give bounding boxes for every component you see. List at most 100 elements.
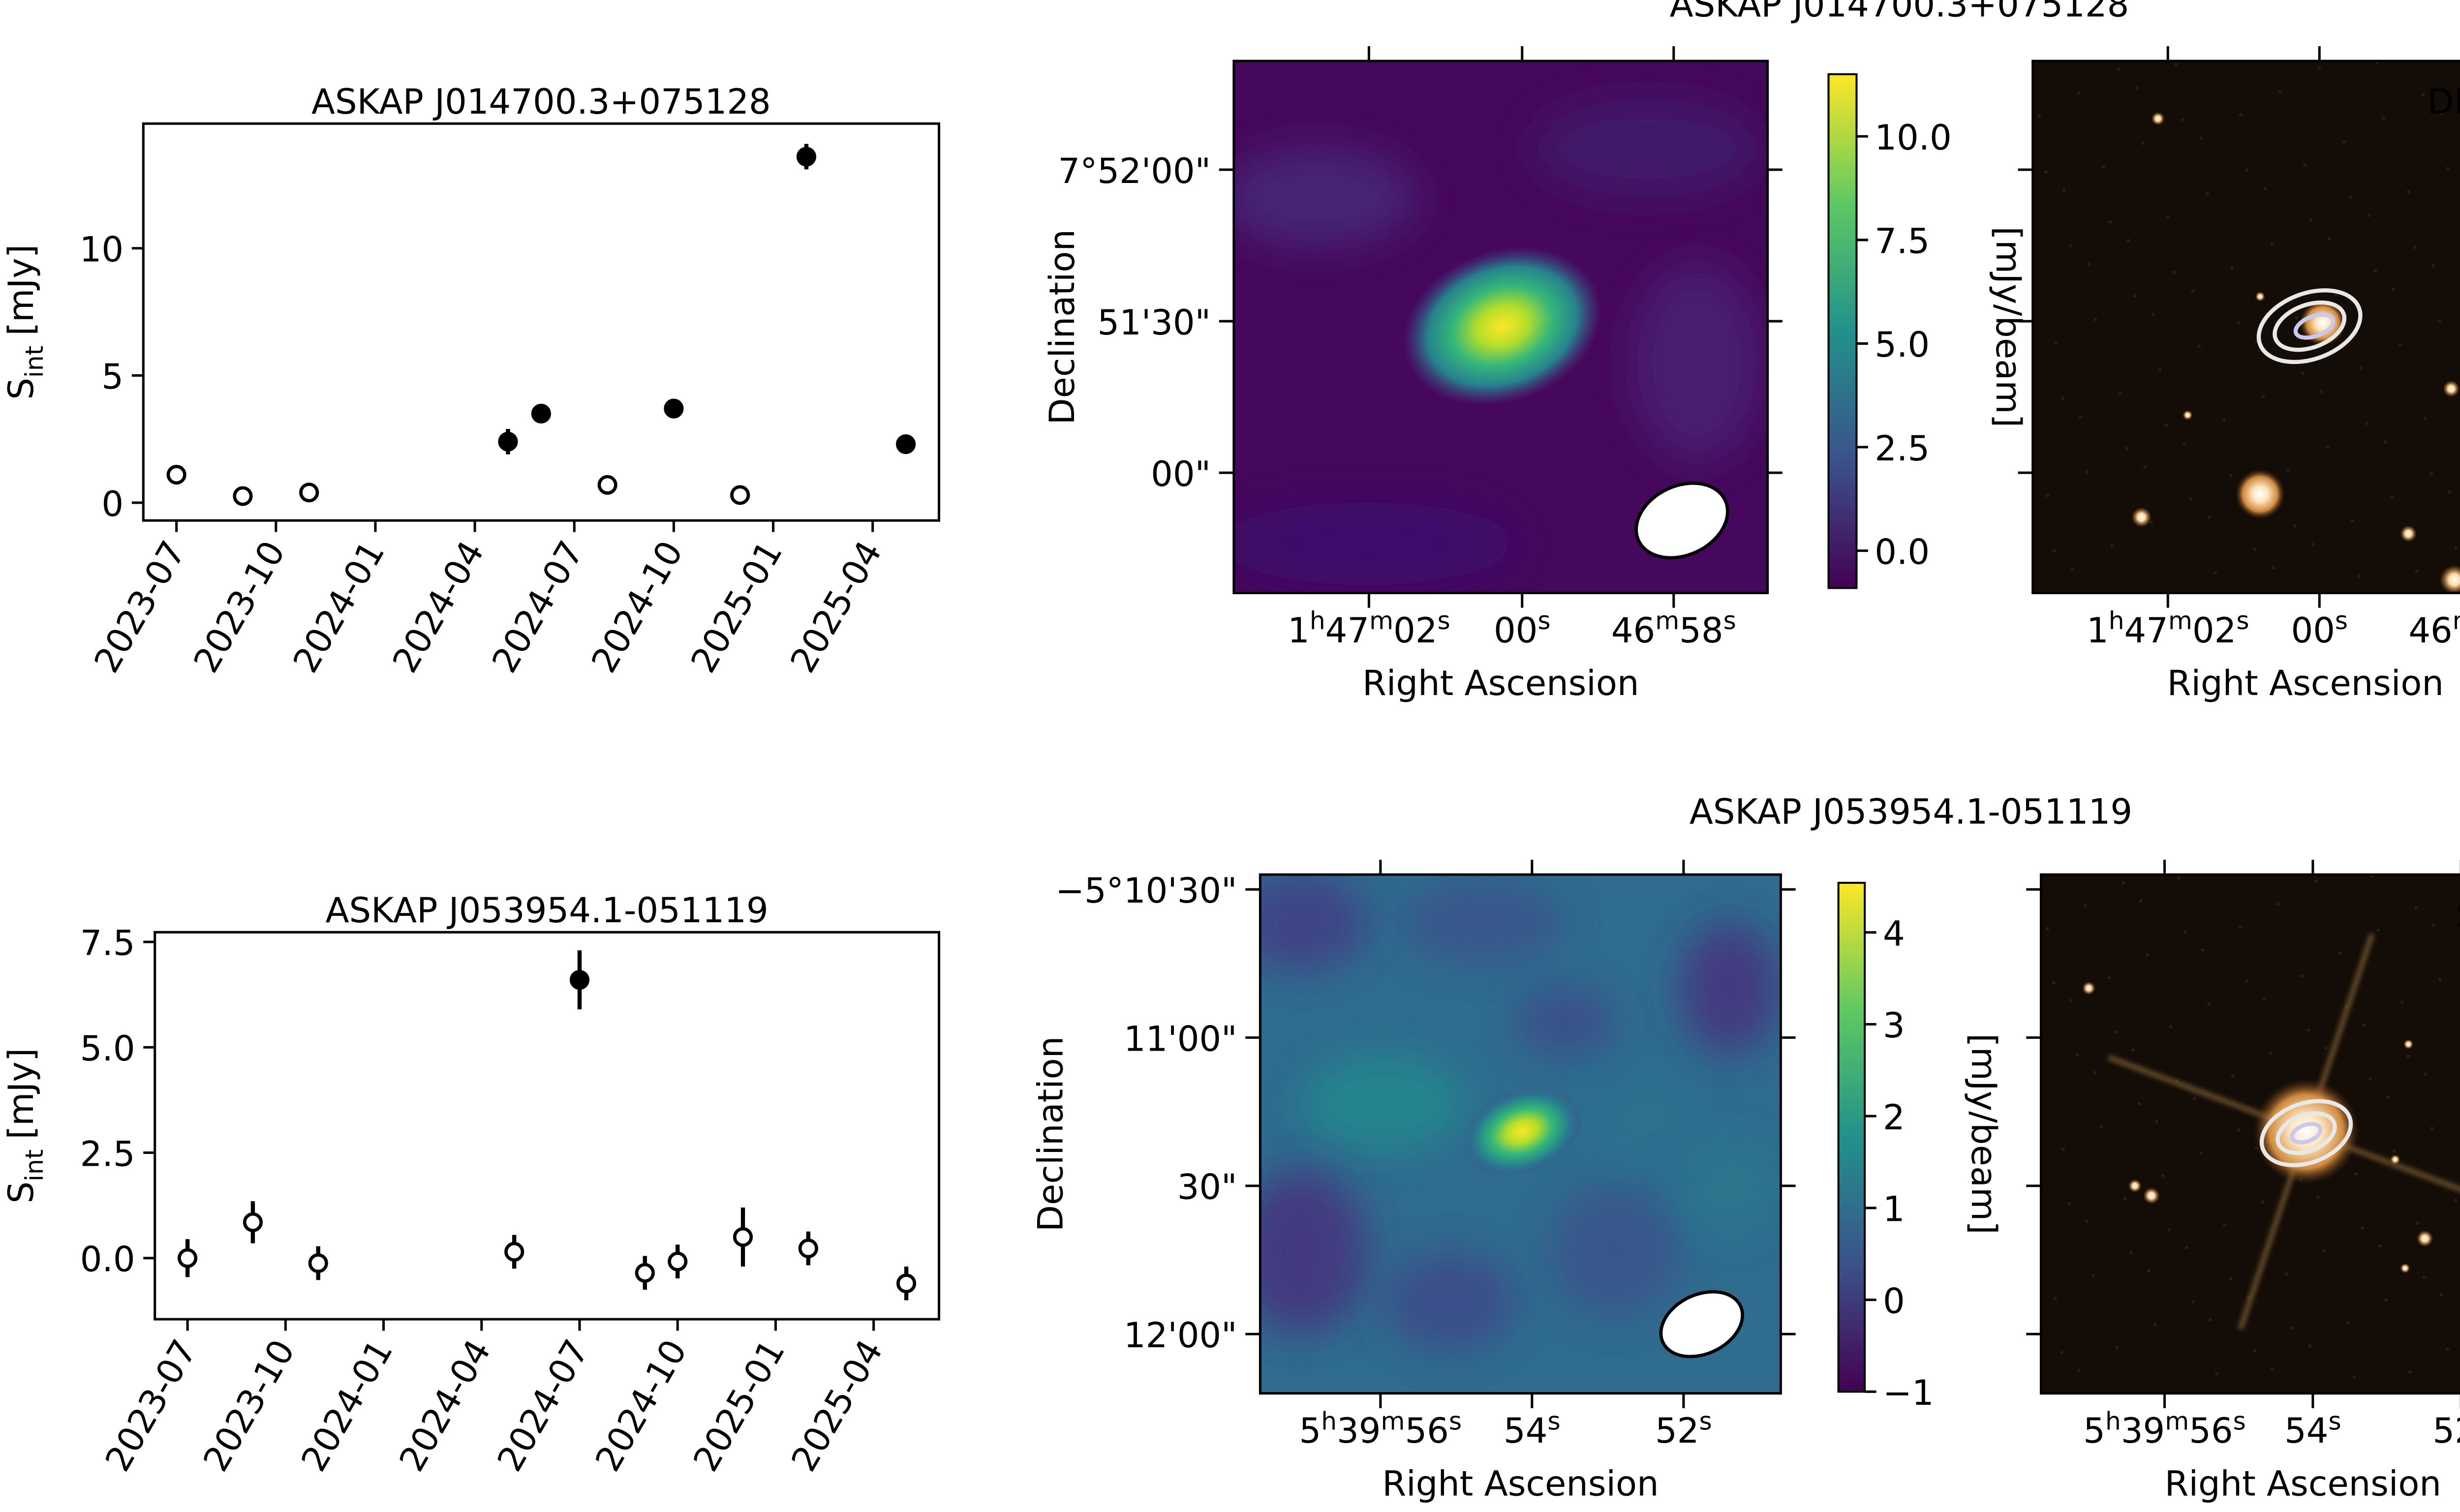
y-label-subscript: int [20,346,49,378]
noise-speck [2060,1351,2063,1354]
ra-tick-unit: m [1655,606,1679,635]
ra-tick-unit: s [1437,606,1450,635]
noise-patch [1260,875,1367,972]
ra-tick-number: 5 [1299,1411,1322,1451]
noise-speck [2150,520,2153,524]
colorbar-tick-label: 2 [1883,1097,1905,1138]
ra-tick-unit: s [1699,1406,1712,1435]
noise-speck [2316,1195,2320,1199]
noise-speck [2079,415,2083,419]
noise-speck [2284,1272,2288,1276]
noise-speck [2413,245,2417,249]
ra-tick-number: 52 [2432,1411,2460,1451]
noise-speck [2350,519,2354,523]
colorbar-tick-label: 4 [1883,913,1905,954]
noise-patch [1590,1079,1705,1161]
ra-tick-unit: m [2168,606,2192,635]
y-axis-label: Declination [1031,1036,1071,1232]
noise-speck [2070,568,2074,572]
noise-speck [2084,904,2087,907]
data-point [504,1241,524,1262]
noise-speck [2191,289,2194,293]
noise-speck [2392,1149,2396,1153]
y-axis-label: Sint [mJy] [1,244,49,400]
noise-speck [2158,368,2161,372]
ra-tick-label: 46m58s [2408,606,2460,651]
survey-label: DESI-LS [2427,82,2460,122]
image-area [1233,61,1768,593]
star [2128,1179,2142,1193]
star [2403,1039,2414,1049]
contour [2259,1099,2353,1168]
data-point [166,465,186,485]
y-axis-label: Sint [mJy] [1,1048,49,1204]
noise-speck [2421,92,2425,96]
noise-speck [2141,141,2145,145]
ra-tick-number: 46 [2408,610,2452,651]
noise-patch [1548,1185,1681,1318]
noise-speck [2173,271,2176,274]
noise-speck [2301,371,2305,375]
ra-tick-label: 00s [2291,606,2348,651]
chart-title: ASKAP J014700.3+075128 [1670,0,2129,25]
noise-speck [2291,1326,2295,1330]
colorbar-tick-label: 2.5 [1875,428,1930,469]
noise-speck [2231,1074,2235,1078]
colorbar-tick-label: 0 [1883,1281,1905,1321]
data-point [233,486,253,506]
x-axis-label: Right Ascension [1382,1463,1659,1504]
noise-patch [1233,502,1516,585]
y-tick-label: 0 [101,484,123,524]
star [2390,1154,2400,1165]
noise-speck [2177,876,2181,880]
noise-speck [2108,220,2112,224]
noise-speck [2153,1323,2157,1327]
star [2416,1230,2433,1247]
ra-tick-number: 1 [2087,610,2109,651]
noise-speck [2311,543,2315,546]
data-point [308,1253,328,1273]
data-point [796,147,817,167]
noise-speck [2183,930,2187,934]
noise-speck [2077,91,2081,95]
noise-speck [2423,417,2427,421]
ra-tick-unit: m [2165,1406,2189,1435]
star [2151,112,2165,125]
noise-speck [2223,1223,2226,1227]
ra-tick-unit: h [2105,1406,2121,1435]
noise-speck [2037,115,2041,118]
noise-speck [2139,899,2143,903]
noise-speck [2262,997,2266,1001]
image-background [2041,875,2460,1393]
noise-speck [2199,136,2203,140]
noise-patch [1532,99,1763,198]
colorbar-tick-label: 3 [1883,1005,1905,1046]
noise-speck [2167,1228,2171,1232]
noise-speck [2454,546,2458,549]
noise-speck [2052,981,2056,985]
noise-speck [2229,474,2232,478]
noise-speck [2133,294,2137,298]
ra-tick-label: 5h39m56s [1299,1406,1462,1451]
ra-tick-label: 5h39m56s [2083,1406,2246,1451]
data-point [798,1239,818,1259]
noise-speck [2352,1375,2356,1379]
ra-tick-unit: s [1547,1406,1560,1435]
noise-speck [2135,86,2138,90]
y-tick-label: 7.5 [80,923,135,964]
dec-tick-label: 51'30" [1097,302,1211,343]
noise-speck [2314,879,2318,883]
noise-speck [2137,1102,2141,1106]
chart-title: ASKAP J014700.3+075128 [311,82,771,122]
ra-tick-number: 56 [1405,1411,1448,1451]
dec-tick-label: 30" [1177,1167,1237,1208]
noise-speck [2154,1120,2158,1123]
y-tick-label: 2.5 [80,1134,135,1174]
noise-speck [2054,341,2058,345]
data-point [569,970,590,990]
noise-speck [2272,566,2275,570]
star [2439,565,2460,593]
noise-speck [2422,1275,2426,1279]
